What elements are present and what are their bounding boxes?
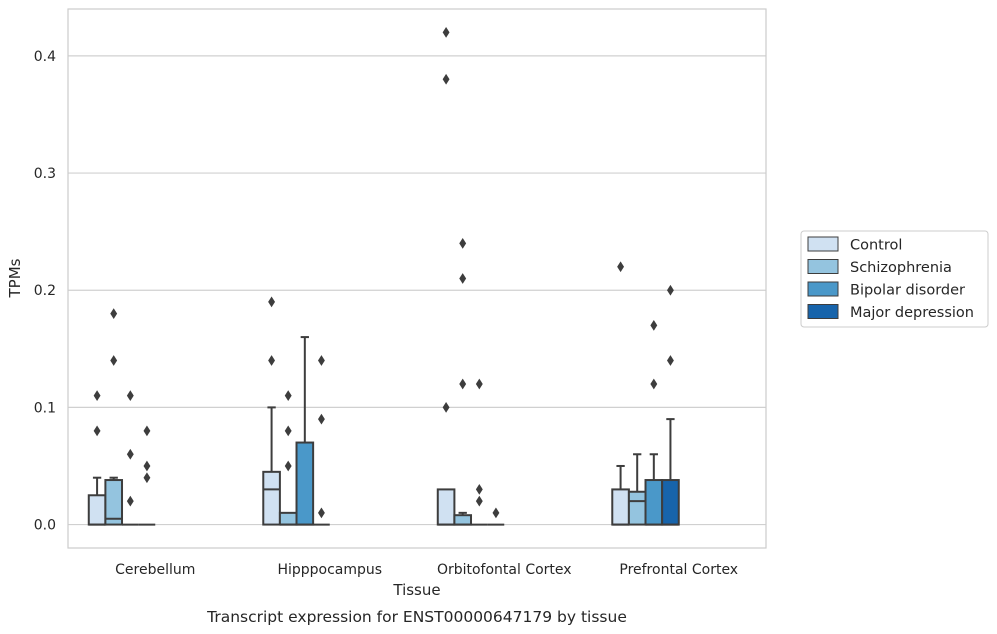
legend-label-major-depression: Major depression bbox=[850, 305, 974, 321]
box-body bbox=[87, 494, 107, 526]
box-control-orbitofontal-cortex bbox=[436, 27, 456, 526]
legend-frame bbox=[800, 230, 989, 328]
legend-label-schizophrenia: Schizophrenia bbox=[850, 260, 952, 276]
y-axis-title: TPMs bbox=[6, 258, 24, 298]
box-body bbox=[104, 479, 124, 526]
box-major-depression-hipppocampus bbox=[313, 355, 330, 526]
outlier-point bbox=[442, 73, 450, 85]
box-bipolar-disorder-orbitofontal-cortex bbox=[471, 378, 488, 526]
box-schizophrenia-hipppocampus bbox=[278, 390, 298, 526]
x-tick-label-hipppocampus: Hipppocampus bbox=[277, 562, 382, 578]
outlier-point bbox=[442, 27, 450, 38]
box-schizophrenia-prefrontal-cortex bbox=[627, 453, 647, 526]
outlier-point bbox=[650, 319, 658, 331]
x-tick-label-cerebellum: Cerebellum bbox=[115, 562, 195, 578]
box-body bbox=[611, 488, 630, 526]
outlier-point bbox=[475, 495, 483, 507]
box-body bbox=[453, 514, 473, 526]
x-axis-title: Tissue bbox=[392, 581, 440, 599]
y-tick-label: 0.2 bbox=[34, 283, 56, 299]
y-tick-label: 0.3 bbox=[34, 166, 56, 182]
legend: Control Schizophrenia Bipolar disorder Majo… bbox=[800, 230, 989, 328]
outlier-point bbox=[126, 390, 134, 402]
outlier-point bbox=[459, 378, 467, 390]
outlier-point bbox=[143, 472, 151, 484]
outlier-point bbox=[318, 507, 325, 519]
box-body bbox=[627, 490, 647, 526]
outlier-point bbox=[143, 425, 151, 437]
outlier-point bbox=[442, 402, 450, 413]
legend-swatch-control bbox=[807, 236, 839, 252]
box-major-depression-orbitofontal-cortex bbox=[487, 507, 505, 526]
outlier-point bbox=[268, 296, 276, 308]
box-major-depression-cerebellum bbox=[138, 425, 156, 526]
outlier-point bbox=[110, 355, 118, 366]
plot-area-frame bbox=[67, 8, 767, 549]
outlier-point bbox=[459, 273, 467, 284]
outlier-point bbox=[284, 390, 292, 402]
outlier-point bbox=[284, 425, 292, 437]
box-schizophrenia-cerebellum bbox=[104, 308, 124, 526]
box-schizophrenia-orbitofontal-cortex bbox=[453, 237, 473, 526]
box-control-prefrontal-cortex bbox=[611, 261, 630, 526]
box-body bbox=[436, 488, 456, 526]
outlier-point bbox=[459, 237, 467, 249]
box-bipolar-disorder-hipppocampus bbox=[295, 336, 315, 526]
outlier-point bbox=[650, 378, 658, 390]
outlier-point bbox=[93, 390, 101, 402]
y-tick-label: 0.4 bbox=[34, 49, 56, 65]
box-body bbox=[262, 470, 281, 526]
legend-swatch-bipolar-disorder bbox=[807, 281, 839, 297]
outlier-point bbox=[492, 507, 500, 519]
legend-label-bipolar-disorder: Bipolar disorder bbox=[850, 283, 965, 299]
outlier-point bbox=[284, 460, 292, 472]
outlier-point bbox=[617, 261, 625, 273]
box-bipolar-disorder-prefrontal-cortex bbox=[644, 319, 664, 526]
outlier-point bbox=[93, 425, 101, 437]
box-body bbox=[644, 479, 664, 526]
x-tick-label-orbitofontal-cortex: Orbitofontal Cortex bbox=[437, 562, 572, 578]
outlier-point bbox=[667, 284, 674, 296]
outlier-point bbox=[318, 355, 325, 366]
legend-swatch-schizophrenia bbox=[807, 259, 839, 274]
x-tick-label-prefrontal-cortex: Prefrontal Cortex bbox=[619, 562, 738, 578]
outlier-point bbox=[667, 355, 674, 366]
outlier-point bbox=[126, 448, 134, 460]
box-bipolar-disorder-cerebellum bbox=[122, 390, 139, 526]
box-control-hipppocampus bbox=[262, 296, 281, 526]
box-body bbox=[295, 441, 315, 526]
box-control-cerebellum bbox=[87, 390, 107, 526]
outlier-point bbox=[126, 495, 134, 507]
outlier-point bbox=[143, 460, 151, 472]
outlier-point bbox=[475, 378, 483, 390]
outlier-point bbox=[110, 308, 118, 320]
outlier-point bbox=[475, 484, 483, 495]
box-body bbox=[278, 511, 298, 526]
legend-label-control: Control bbox=[850, 238, 902, 254]
outlier-point bbox=[268, 355, 276, 366]
y-tick-label: 0.0 bbox=[34, 518, 56, 534]
outlier-point bbox=[318, 413, 325, 425]
legend-swatch-major-depression bbox=[807, 304, 839, 319]
chart-caption: Transcript expression for ENST0000064717… bbox=[206, 608, 627, 626]
box-body bbox=[661, 479, 680, 526]
y-tick-label: 0.1 bbox=[34, 400, 56, 416]
box-major-depression-prefrontal-cortex bbox=[661, 284, 680, 526]
